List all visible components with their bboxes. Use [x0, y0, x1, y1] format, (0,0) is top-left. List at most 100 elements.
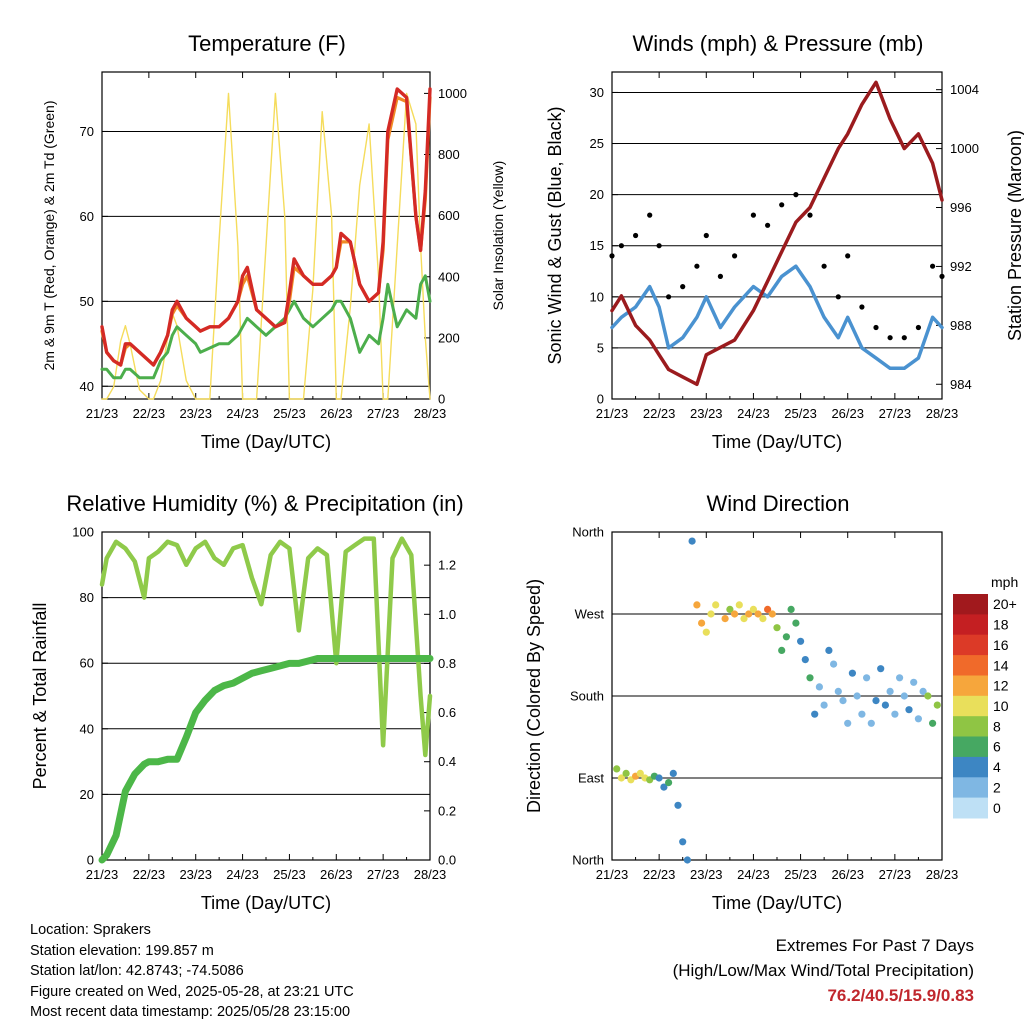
direction-point — [844, 719, 852, 727]
y2-tick-label: 1000 — [438, 86, 467, 101]
gust-point — [633, 232, 639, 239]
direction-point — [636, 769, 644, 778]
y2-axis-label: Station Pressure (Maroon) — [1005, 130, 1024, 341]
direction-point — [801, 656, 809, 664]
direction-point — [881, 701, 890, 709]
y2-tick-label: 400 — [438, 269, 460, 284]
y2-tick-label: 600 — [438, 208, 460, 223]
y-tick-label: 50 — [80, 294, 94, 309]
x-tick-label: 22/23 — [133, 406, 166, 421]
direction-point — [698, 619, 706, 627]
colorbar-swatch — [953, 777, 988, 799]
direction-point — [886, 687, 894, 696]
winds-pressure-panel: 0 5 10 15 20 25 30 21/23 22/23 23/23 24/23 25/23 26/… — [545, 31, 1024, 452]
pressure-line — [610, 80, 944, 387]
y2-tick-label: 1000 — [950, 141, 979, 156]
y-axis-label: Sonic Wind & Gust (Blue, Black) — [545, 106, 565, 364]
y2-tick-label: 0.4 — [438, 754, 456, 769]
direction-point — [867, 719, 875, 727]
y-tick-label: 100 — [72, 525, 94, 540]
y2-tick-label: 0 — [438, 392, 445, 407]
direction-point — [721, 615, 729, 623]
direction-point — [792, 619, 800, 627]
y2-axis-label: Solar Insolation (Yellow) — [490, 161, 506, 311]
rh-line — [99, 536, 433, 758]
x-tick-label: 21/23 — [596, 406, 629, 421]
speed-colorbar: mph 20+ 18 16 14 12 10 8 6 4 2 0 — [953, 574, 1018, 819]
precip-line — [98, 655, 434, 864]
gust-point — [793, 192, 799, 198]
x-axis-label: Time (Day/UTC) — [712, 432, 842, 452]
chart-title: Temperature (F) — [188, 31, 346, 56]
direction-point — [778, 646, 786, 655]
chart-title: Wind Direction — [706, 491, 849, 516]
y-tick-label: 40 — [80, 721, 94, 736]
colorbar-label: 12 — [993, 678, 1009, 694]
gust-point — [835, 294, 841, 300]
direction-point — [872, 697, 880, 705]
gust-point — [703, 232, 709, 239]
x-axis-label: Time (Day/UTC) — [201, 432, 331, 452]
x-tick-label: 21/23 — [86, 406, 119, 421]
gust-point — [666, 294, 672, 300]
y-tick-label: 80 — [80, 590, 94, 605]
colorbar-label: 20+ — [993, 596, 1017, 612]
direction-point — [815, 683, 824, 691]
x-tick-label: 27/23 — [879, 867, 912, 882]
y2-tick-label: 1.2 — [438, 558, 456, 573]
direction-point — [910, 678, 918, 686]
gust-point — [930, 263, 936, 269]
colorbar-label: 18 — [993, 617, 1009, 633]
y2-tick-label: 992 — [950, 259, 972, 274]
y-tick-label: 60 — [80, 656, 94, 671]
x-tick-label: 26/23 — [831, 406, 864, 421]
x-tick-label: 24/23 — [226, 406, 259, 421]
station-location: Location: Sprakers — [30, 922, 151, 938]
gust-point — [765, 222, 771, 228]
colorbar-swatch — [953, 756, 988, 778]
extremes-block: Extremes For Past 7 Days (High/Low/Max W… — [673, 933, 974, 1008]
x-tick-label: 22/23 — [643, 406, 676, 421]
gust-point — [656, 243, 662, 249]
y-tick-label: East — [578, 771, 604, 786]
direction-point — [679, 838, 687, 846]
x-tick-label: 27/23 — [879, 406, 912, 421]
direction-point — [853, 692, 861, 700]
figure-created: Figure created on Wed, 2025-05-28, at 23… — [30, 983, 354, 1000]
direction-point — [731, 610, 739, 618]
x-tick-label: 21/23 — [86, 867, 119, 882]
direction-point — [933, 701, 941, 709]
x-tick-label: 23/23 — [690, 406, 723, 421]
colorbar-swatch — [953, 655, 988, 676]
x-tick-label: 21/23 — [596, 867, 629, 882]
x-tick-label: 28/23 — [926, 867, 959, 882]
y-tick-label: North — [572, 853, 604, 868]
y2-tick-label: 984 — [950, 377, 972, 392]
y-tick-label: 25 — [590, 136, 604, 151]
gust-point — [859, 304, 865, 310]
y-axis-label: Direction (Colored By Speed) — [524, 579, 544, 813]
colorbar-swatch — [953, 594, 988, 615]
y-tick-label: 0 — [597, 392, 604, 407]
x-axis-label: Time (Day/UTC) — [712, 893, 842, 913]
x-tick-label: 24/23 — [737, 867, 770, 882]
y-tick-label: 20 — [590, 187, 604, 202]
colorbar-swatch — [953, 736, 988, 758]
direction-point — [858, 710, 866, 718]
direction-point — [914, 715, 923, 723]
x-tick-label: 22/23 — [643, 867, 676, 882]
y2-tick-label: 1004 — [950, 82, 979, 97]
x-tick-label: 28/23 — [414, 406, 447, 421]
colorbar-swatch — [953, 614, 988, 636]
x-tick-label: 22/23 — [133, 867, 166, 882]
colorbar-title: mph — [991, 574, 1018, 590]
direction-point — [693, 601, 701, 609]
direction-point — [863, 674, 871, 682]
y2-tick-label: 200 — [438, 330, 460, 345]
gust-point — [845, 253, 851, 259]
direction-point — [830, 660, 838, 668]
y2-tick-label: 988 — [950, 318, 972, 333]
direction-point — [655, 774, 663, 782]
gust-point — [873, 324, 879, 331]
direction-point — [929, 719, 937, 727]
